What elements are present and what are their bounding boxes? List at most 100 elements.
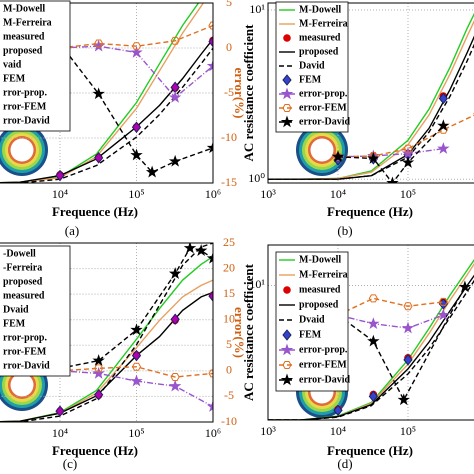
series-line <box>59 24 213 49</box>
marker <box>130 45 143 58</box>
legend-label: error-prop. <box>299 88 348 99</box>
marker <box>92 87 105 100</box>
y2-tick-label: 5 <box>226 337 232 351</box>
marker <box>280 373 294 386</box>
y2-tick-label: 0 <box>226 40 232 54</box>
legend-label: M-Dowell <box>299 254 341 265</box>
marker <box>437 119 450 132</box>
legend-label: rror-David <box>3 360 50 371</box>
legend-label: proposed <box>299 46 339 57</box>
series-line <box>337 147 444 158</box>
legend: M-Dowell M-Ferreira measured proposed vaid FE… <box>0 0 71 132</box>
plot-frame <box>267 244 474 421</box>
y2-tick-label: 5 <box>226 0 232 9</box>
legend-label: M-Ferreira <box>299 269 348 280</box>
marker <box>397 393 410 406</box>
marker <box>94 364 104 373</box>
series-line <box>268 274 474 420</box>
legend-label: -Dowell <box>3 248 36 259</box>
y2-tick-label: -10 <box>221 130 237 144</box>
x-tick-label: 10³ <box>260 424 276 438</box>
plot-frame <box>0 2 214 184</box>
marker <box>438 297 448 306</box>
legend-label: measured <box>3 290 45 301</box>
legend: M-Dowell M-Ferreira measured proposed David F… <box>275 1 351 133</box>
series-line <box>0 3 205 183</box>
y2-tick-label: 20 <box>223 260 235 274</box>
marker <box>208 369 213 378</box>
x-tick-label: 10⁵ <box>128 187 144 201</box>
marker <box>145 165 159 178</box>
x-tick-label: 10⁶ <box>205 187 221 201</box>
series-line <box>337 314 444 329</box>
x-axis-label: Frequence (Hz) <box>52 204 138 219</box>
marker <box>92 366 105 379</box>
x-tick-label: 10⁴ <box>52 187 68 201</box>
x-tick-label: 10⁴ <box>330 187 346 201</box>
y-tick-label: 10⁰ <box>248 171 265 185</box>
y2-tick-label: 0 <box>226 363 232 377</box>
chart: 10⁴ 10⁵ 10⁶ 5 0 -5 -10 -15 Frequence (Hz) error(%… <box>0 0 247 238</box>
y-tick-label: 10¹ <box>249 2 265 16</box>
marker <box>55 169 65 182</box>
series-line <box>59 43 213 174</box>
legend-label: FEM <box>3 318 26 329</box>
legend-label: -Ferreira <box>3 262 42 273</box>
panel: 10⁴ 10⁵ 10⁶ 5 0 -5 -10 -15 Frequence (Hz) error(%… <box>0 0 247 238</box>
marker <box>55 405 65 417</box>
marker <box>206 141 213 154</box>
y2-axis-label: error(%) <box>232 67 247 118</box>
wire-cross-section <box>10 373 34 397</box>
panel: 10³ 10⁴ 10⁵ 10¹ Frequence (Hz) AC resistance … <box>241 244 474 471</box>
legend-label: FEM <box>299 74 322 85</box>
legend-label: FEM <box>299 329 322 340</box>
chart: 10⁴ 10⁵ 10⁶ 25 20 15 10 5 0 -5 -10 Frequence (Hz) er… <box>0 235 247 471</box>
y2-tick-label: -5 <box>224 388 234 402</box>
y2-tick-label: 25 <box>223 235 235 249</box>
x-tick-label: 10⁶ <box>205 426 221 440</box>
marker <box>194 244 208 256</box>
marker <box>283 286 291 294</box>
legend-label: error-FEM <box>299 102 347 113</box>
legend-label: M-Ferreira <box>299 18 348 29</box>
legend-label: vaid <box>3 59 22 70</box>
y-axis-label: AC resistance coefficient <box>241 24 256 162</box>
marker <box>331 150 345 163</box>
marker <box>168 90 182 103</box>
series-line <box>268 279 474 420</box>
marker <box>183 243 197 254</box>
y2-tick-label: -10 <box>221 414 237 428</box>
marker <box>130 148 143 161</box>
y2-tick-label: 15 <box>223 286 235 300</box>
marker <box>94 152 104 164</box>
series-line <box>337 114 474 158</box>
series-line <box>337 297 444 316</box>
marker <box>282 329 292 341</box>
legend-label: error-David <box>299 116 351 127</box>
legend-label: M-Ferreira <box>3 17 52 28</box>
marker <box>333 404 343 417</box>
legend-label: error-FEM <box>299 359 347 370</box>
plot-frame <box>0 242 214 423</box>
legend-label: rror-David <box>3 115 50 126</box>
panel: 10³ 10⁴ 10⁵ 10⁰ 10¹ Frequence (Hz) AC resistan… <box>241 1 474 238</box>
plot-area <box>268 12 474 183</box>
marker <box>386 176 399 183</box>
legend-label: Dvaid <box>299 314 325 325</box>
x-tick-label: 10⁵ <box>400 424 416 438</box>
wire-cross-section <box>310 138 334 162</box>
marker <box>280 115 294 128</box>
x-axis-label: Frequence (Hz) <box>327 443 413 458</box>
legend-label: rror-prop. <box>3 87 47 98</box>
y2-tick-label: -15 <box>221 175 237 189</box>
marker <box>130 374 143 387</box>
legend: -Dowell -Ferreira proposed measured Dvaid FEM… <box>0 245 71 377</box>
legend-box <box>0 245 71 377</box>
marker <box>206 251 213 264</box>
caption: (d) <box>337 456 352 471</box>
marker <box>280 343 294 356</box>
x-axis-label: Frequence (Hz) <box>52 443 138 458</box>
x-tick-label: 10³ <box>260 187 276 201</box>
marker <box>168 154 182 167</box>
marker <box>438 92 449 105</box>
